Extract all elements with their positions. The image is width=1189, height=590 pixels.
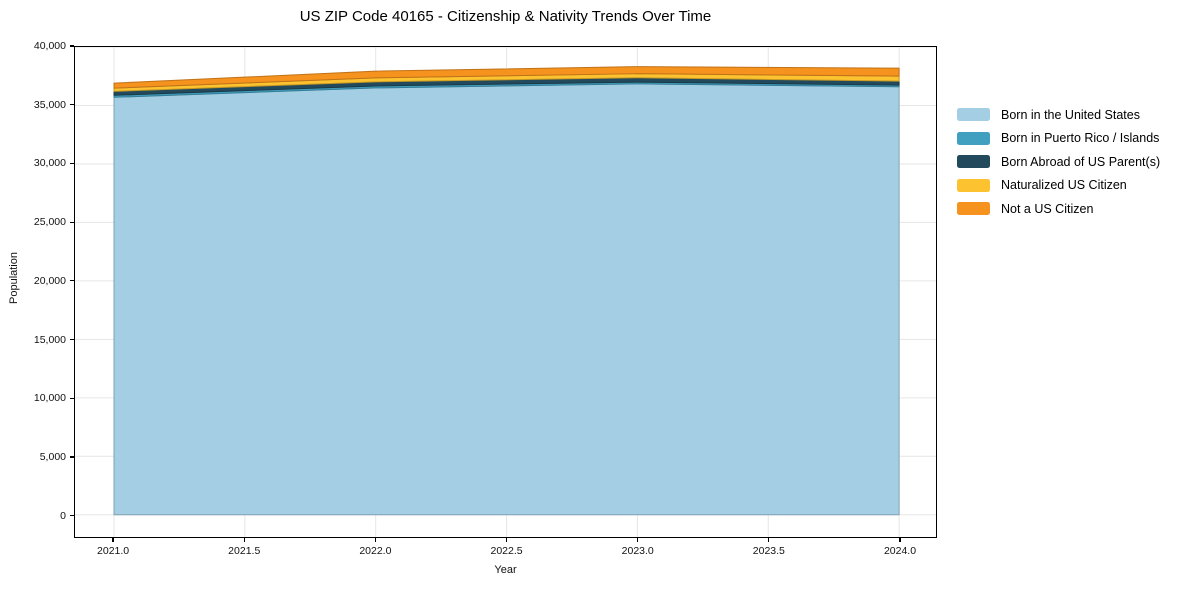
legend-item: Born in Puerto Rico / Islands — [957, 127, 1160, 151]
y-tick-label: 15,000 — [33, 333, 66, 346]
x-tick-mark — [112, 538, 114, 542]
legend-item: Born Abroad of US Parent(s) — [957, 150, 1160, 174]
x-tick-mark — [243, 538, 245, 542]
x-tick-mark — [768, 538, 770, 542]
y-tick-label: 30,000 — [33, 157, 66, 170]
y-tick-mark — [70, 515, 74, 517]
legend-label: Born in the United States — [1001, 107, 1140, 122]
y-tick-mark — [70, 221, 74, 223]
x-tick-label: 2023.0 — [621, 545, 654, 557]
y-tick-label: 10,000 — [33, 392, 66, 405]
y-tick-label: 5,000 — [39, 450, 66, 463]
x-tick-label: 2021.0 — [97, 545, 130, 557]
y-tick-label: 0 — [60, 509, 66, 522]
legend-label: Born in Puerto Rico / Islands — [1001, 131, 1160, 146]
x-tick-label: 2021.5 — [228, 545, 261, 557]
y-tick-mark — [70, 162, 74, 164]
y-tick-mark — [70, 45, 74, 47]
legend-label: Not a US Citizen — [1001, 201, 1094, 216]
y-tick-label: 25,000 — [33, 216, 66, 229]
x-axis-label: Year — [494, 564, 517, 576]
x-tick-label: 2022.5 — [490, 545, 523, 557]
y-tick-mark — [70, 280, 74, 282]
legend-swatch — [957, 202, 990, 216]
legend-swatch — [957, 155, 990, 169]
legend-item: Not a US Citizen — [957, 197, 1160, 221]
x-tick-mark — [637, 538, 639, 542]
y-axis-label: Population — [8, 252, 20, 304]
x-tick-label: 2024.0 — [883, 545, 917, 557]
y-tick-label: 20,000 — [33, 274, 66, 287]
x-tick-mark — [899, 538, 901, 542]
stacked-area-chart — [75, 47, 936, 537]
x-tick-mark — [374, 538, 376, 542]
y-tick-mark — [70, 397, 74, 399]
y-tick-mark — [70, 338, 74, 341]
legend-label: Naturalized US Citizen — [1001, 178, 1127, 193]
legend-swatch — [957, 131, 990, 145]
x-tick-label: 2023.5 — [752, 545, 785, 557]
x-tick-label: 2022.0 — [359, 545, 392, 557]
plot-area — [74, 46, 937, 538]
y-tick-label: 35,000 — [33, 98, 66, 111]
area-series — [113, 83, 900, 516]
x-tick-mark — [505, 538, 508, 542]
legend-swatch — [957, 108, 990, 122]
legend: Born in the United States Born in Puerto … — [957, 103, 1160, 221]
y-tick-mark — [70, 456, 74, 458]
y-tick-mark — [70, 104, 74, 106]
legend-item: Naturalized US Citizen — [957, 174, 1160, 198]
legend-swatch — [957, 178, 990, 192]
legend-item: Born in the United States — [957, 103, 1160, 127]
area-series — [113, 66, 900, 89]
legend-label: Born Abroad of US Parent(s) — [1001, 154, 1161, 169]
y-tick-label: 40,000 — [33, 40, 66, 52]
chart-title: US ZIP Code 40165 - Citizenship & Nativi… — [299, 8, 712, 25]
